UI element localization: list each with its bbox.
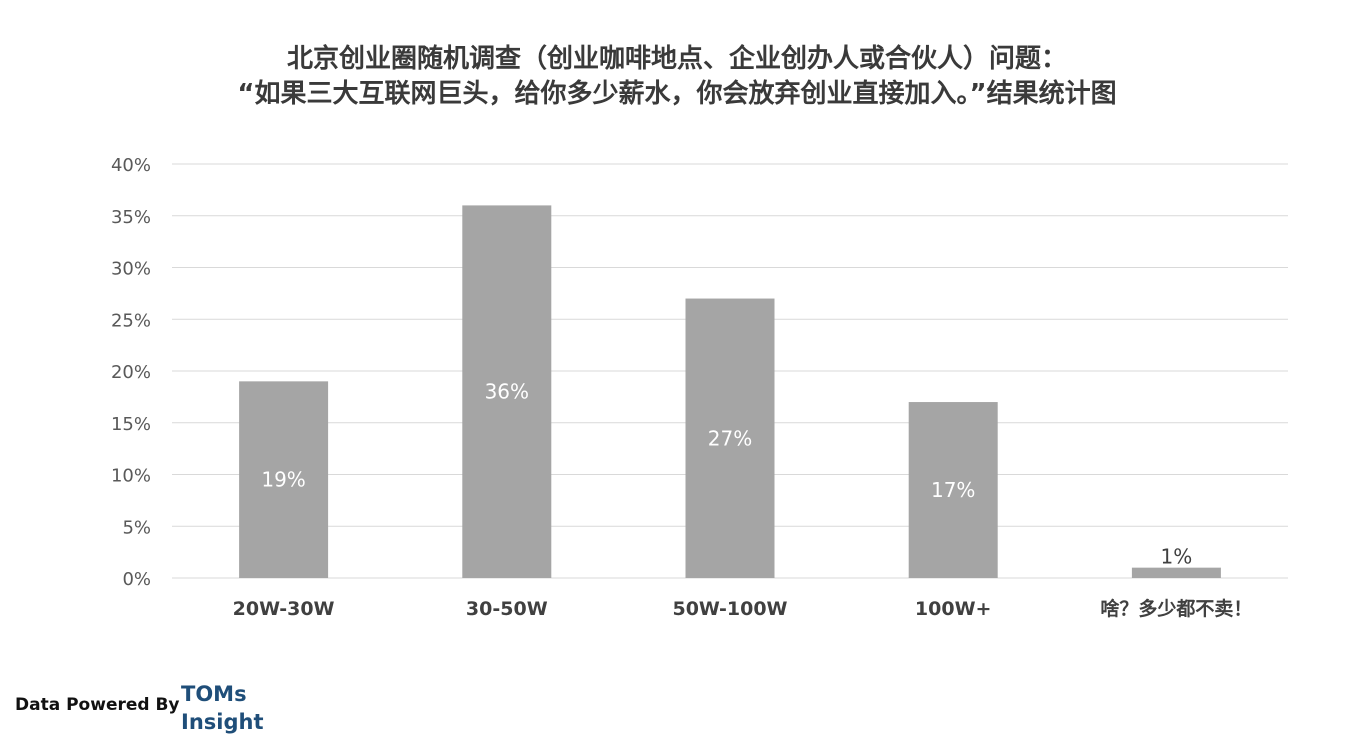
x-tick-label: 啥？多少都不卖！ [1100,597,1252,620]
bar [239,381,329,578]
bar [462,205,552,578]
data-label: 36% [485,380,529,404]
y-tick-label: 20% [111,362,151,383]
x-tick-label: 50W-100W [672,598,787,620]
logo-line1: TOMs [181,682,247,706]
data-label: 1% [1161,545,1193,569]
x-axis-ticks: 20W-30W 30-50W 50W-100W 100W+ 啥？多少都不卖！ [233,597,1253,620]
y-axis-ticks: 0% 5% 10% 15% 20% 25% 30% 35% 40% [111,155,151,590]
data-label: 17% [931,478,975,502]
data-labels: 19% 36% 27% 17% 1% [261,380,1192,569]
bar [685,298,775,578]
bar [1131,567,1221,578]
y-tick-label: 15% [111,414,151,435]
y-tick-label: 25% [111,310,151,331]
bars [239,205,1221,578]
chart-title-line1: 北京创业圈随机调查（创业咖啡地点、企业创办人或合伙人）问题： [286,44,1067,74]
data-source-label: Data Powered By [15,695,180,715]
x-tick-label: 20W-30W [233,598,335,620]
y-tick-label: 5% [122,517,151,538]
x-tick-label: 30-50W [466,598,548,620]
bar [908,402,998,578]
y-tick-label: 30% [111,259,151,280]
y-tick-label: 0% [122,569,151,590]
data-label: 27% [708,426,752,450]
toms-insight-logo: TOMs Insight [181,680,263,736]
y-tick-label: 40% [111,155,151,176]
chart-title-line2: “如果三大互联网巨头，给你多少薪水，你会放弃创业直接加入。”结果统计图 [237,79,1117,109]
y-tick-label: 10% [111,466,151,487]
x-tick-label: 100W+ [915,598,992,620]
data-label: 19% [261,468,305,492]
y-tick-label: 35% [111,207,151,228]
logo-line2: Insight [181,710,264,734]
